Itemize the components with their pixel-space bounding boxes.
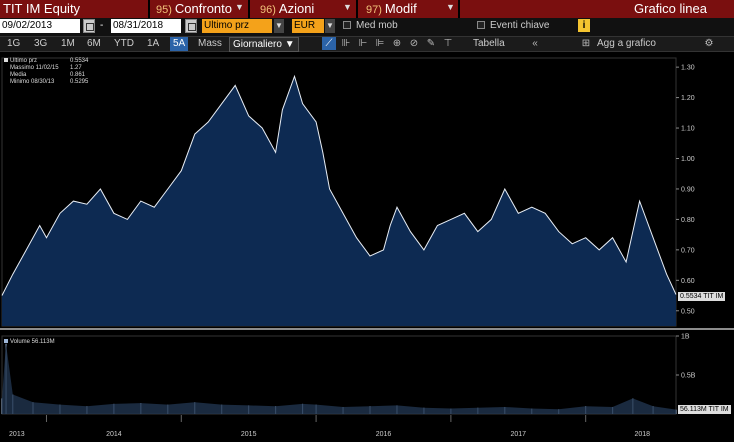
period-6M[interactable]: 6M [87,38,101,49]
period-1M[interactable]: 1M [61,38,75,49]
legend-label: Minimo 08/30/13 [10,79,55,85]
volume-tick-label: 0.5B [681,373,696,380]
legend-box: Ultimo prz 0.5534 Massimo 11/02/15 1.27 Me… [4,58,88,86]
currency-select[interactable]: EUR [292,19,324,33]
text-icon[interactable]: ⊤ [443,38,453,49]
x-axis-label: 2017 [510,431,526,438]
field-dropdown-icon[interactable]: ▼ [274,19,284,33]
key-events-checkbox[interactable] [477,21,485,29]
legend-row: Minimo 08/30/13 0.5295 [4,79,88,86]
compare-menu[interactable]: 95) Confronto [156,1,232,16]
table-button[interactable]: Tabella [473,38,505,49]
legend-value: 0.5295 [70,79,89,85]
moving-average-checkbox[interactable] [343,21,351,29]
separator [248,0,250,18]
info-icon[interactable]: i [578,19,590,32]
annotate-icon[interactable]: ✎ [426,38,436,49]
candle-icon[interactable]: ⊩ [358,38,368,49]
price-line [1,74,677,296]
x-axis-label: 2013 [9,431,25,438]
legend-label: Media [10,72,27,78]
date-controls-bar [0,18,734,36]
last-price-tag: 0.5534 TIT IM [678,292,726,301]
add-to-chart-icon[interactable]: ⊞ [581,38,591,49]
modify-menu-label: Modif [384,1,417,16]
key-events-label: Eventi chiave [490,20,550,31]
zoom-icon[interactable]: ⊕ [392,38,402,49]
bar-chart-icon[interactable]: ⊪ [341,38,351,49]
compare-menu-label: Confronto [174,1,232,16]
legend-value: 0.861 [70,72,86,78]
compare-menu-number: 95) [156,4,172,16]
chart-type-button[interactable]: Grafico linea [634,1,707,16]
legend-row: Media 0.861 [4,72,88,79]
add-to-chart-button[interactable]: Agg a grafico [597,38,656,49]
x-axis-label: 2014 [106,431,122,438]
compare-caret-icon[interactable]: ▼ [235,2,244,12]
x-axis-label: 2015 [241,431,257,438]
price-tick-label: 1.00 [681,156,695,163]
end-calendar-icon[interactable] [185,19,197,33]
separator [356,0,358,18]
period-5A[interactable]: 5A [170,37,189,51]
separator [148,0,150,18]
actions-caret-icon[interactable]: ▼ [343,2,352,12]
x-axis-label: 2018 [635,431,651,438]
last-volume-tag: 56.113M TIT IM [678,405,731,414]
price-tick-label: 0.80 [681,217,695,224]
price-volume-chart[interactable]: 0.50 0.60 0.70 0.80 0.90 1.00 1.10 1.20 1.30 1B 0.… [0,52,734,442]
price-tick-label: 1.30 [681,65,695,72]
volume-tick-label: 1B [681,334,690,341]
field-select[interactable]: Ultimo prz [202,19,272,33]
frequency-dropdown[interactable]: Giornaliero ▼ [229,37,299,52]
line-chart-icon[interactable]: ⟋ [322,37,336,50]
separator [458,0,460,18]
volume-legend-label: Volume 56.113M [10,339,55,345]
price-tick-label: 1.20 [681,95,695,102]
legend-value: 0.5534 [70,58,89,64]
modify-menu[interactable]: 97) Modif [366,1,417,16]
modify-caret-icon[interactable]: ▼ [446,2,455,12]
currency-dropdown-icon[interactable]: ▼ [325,19,335,33]
legend-label: Massimo 11/02/15 [10,65,59,71]
volume-panel-frame [1,335,677,415]
period-3G[interactable]: 3G [34,38,48,49]
price-tick-label: 0.90 [681,186,695,193]
period-max[interactable]: Mass [198,38,222,49]
volume-area [2,343,676,414]
period-1A[interactable]: 1A [147,38,160,49]
candle-filled-icon[interactable]: ⊫ [375,38,385,49]
draw-icon[interactable]: ⊘ [409,38,419,49]
price-tick-label: 1.10 [681,126,695,133]
modify-menu-number: 97) [366,4,382,16]
legend-label: Ultimo prz [10,58,38,64]
ticker-title[interactable]: TIT IM Equity [3,1,81,16]
volume-legend: Volume 56.113M [4,339,55,346]
moving-average-label: Med mob [356,20,398,31]
legend-row: Massimo 11/02/15 1.27 [4,65,88,72]
volume-swatch-icon [4,339,8,343]
start-calendar-icon[interactable] [83,19,95,33]
period-1G[interactable]: 1G [7,38,21,49]
chart-area: 0.50 0.60 0.70 0.80 0.90 1.00 1.10 1.20 1.30 1B 0.… [0,52,734,442]
price-tick-label: 0.60 [681,278,695,285]
actions-menu-number: 96) [260,4,276,16]
price-tick-label: 0.70 [681,247,695,254]
collapse-icon[interactable]: « [532,38,538,49]
legend-swatch-icon [4,58,8,62]
end-date-input[interactable]: 08/31/2018 [111,19,181,33]
price-tick-label: 0.50 [681,308,695,315]
date-separator: - [100,20,104,31]
actions-menu-label: Azioni [278,1,315,16]
actions-menu[interactable]: 96) Azioni [260,1,314,16]
function-bar [0,0,734,18]
legend-row: Ultimo prz 0.5534 [4,58,88,65]
start-date-input[interactable]: 09/02/2013 [0,19,80,33]
price-area [2,76,676,326]
legend-value: 1.27 [70,65,82,71]
x-axis-label: 2016 [376,431,392,438]
settings-icon[interactable]: ⚙ [704,38,714,49]
period-YTD[interactable]: YTD [114,38,134,49]
